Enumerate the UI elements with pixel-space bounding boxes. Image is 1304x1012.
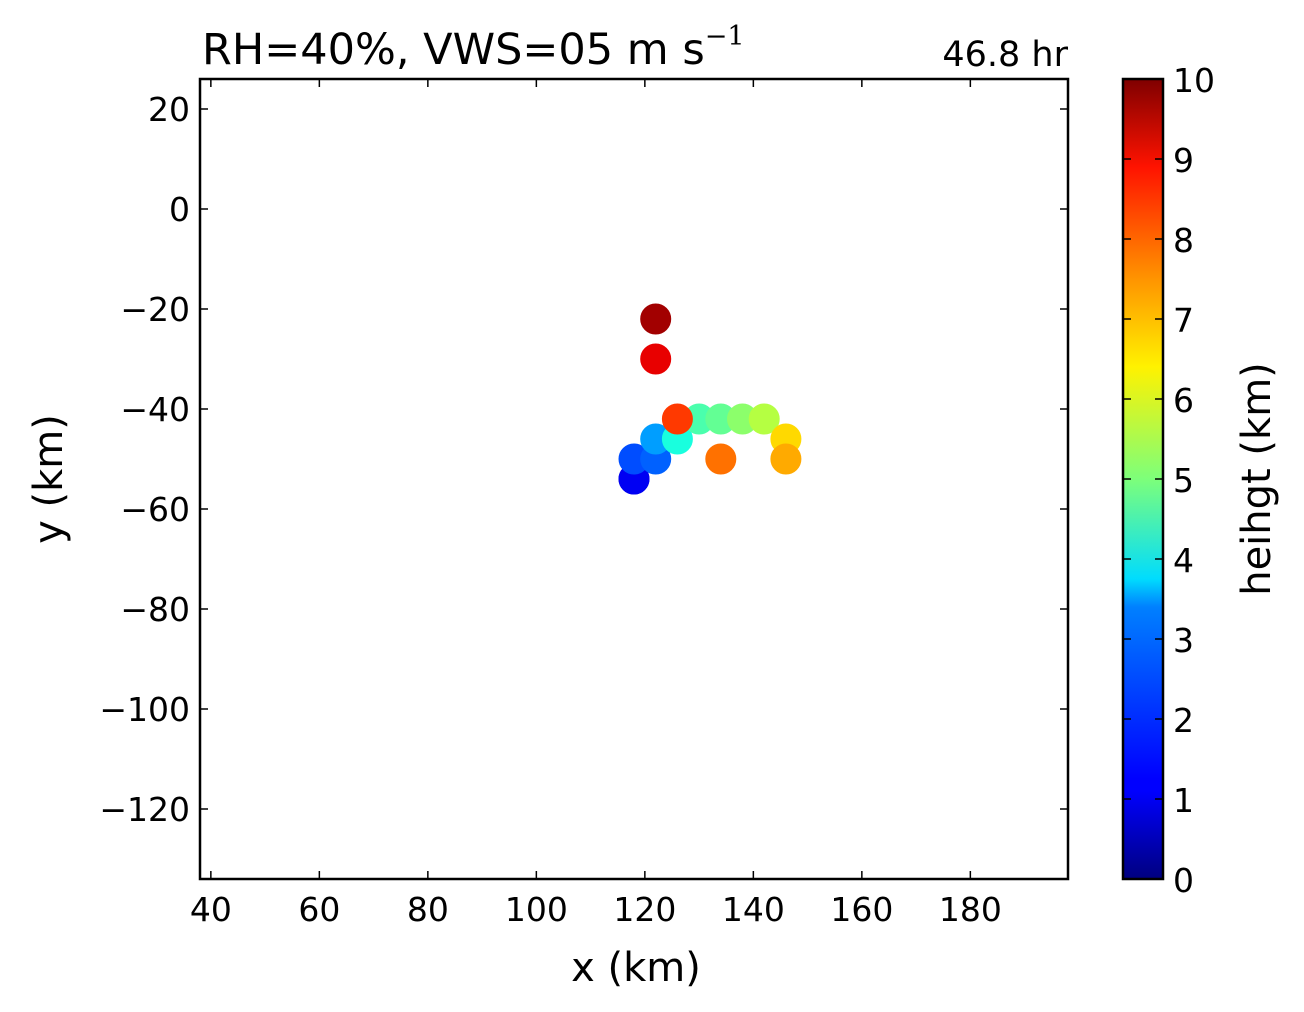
y-tick-label: −60 xyxy=(120,490,190,529)
colorbar-tick-label: 2 xyxy=(1173,701,1194,740)
colorbar-tick-label: 10 xyxy=(1173,61,1215,100)
colorbar-tick-label: 1 xyxy=(1173,781,1194,820)
y-tick-label: −40 xyxy=(120,390,190,429)
colorbar-tick-label: 3 xyxy=(1173,621,1194,660)
y-tick-label: −80 xyxy=(120,590,190,629)
x-tick-label: 40 xyxy=(190,890,232,929)
scatter-point xyxy=(640,303,672,335)
y-tick-label: −20 xyxy=(120,290,190,329)
scatter-point xyxy=(748,403,780,435)
y-axis-label: y (km) xyxy=(26,414,72,544)
chart-title-main: RH=40%, VWS=05 m s xyxy=(202,25,705,75)
colorbar-tick-label: 6 xyxy=(1173,381,1194,420)
x-tick-label: 60 xyxy=(298,890,340,929)
y-tick-label: 20 xyxy=(148,90,190,129)
plot-area-frame xyxy=(198,77,1070,881)
chart-title-exponent: −1 xyxy=(705,21,745,52)
x-tick-label: 100 xyxy=(505,890,568,929)
scatter-point xyxy=(661,403,693,435)
colorbar-ticks: 0 1 2 3 4 5 6 7 8 9 10 xyxy=(1123,61,1215,900)
colorbar-tick-label: 0 xyxy=(1173,861,1194,900)
y-axis-ticks: 20 0 −20 −40 −60 −80 −100 −120 xyxy=(99,90,1068,829)
colorbar-tick-label: 8 xyxy=(1173,221,1194,260)
chart-title: RH=40%, VWS=05 m s−1 xyxy=(202,21,745,75)
y-tick-label: −100 xyxy=(99,690,190,729)
colorbar-label: heihgt (km) xyxy=(1234,362,1280,596)
x-tick-label: 80 xyxy=(407,890,449,929)
x-axis-ticks: 40 60 80 100 120 140 160 180 xyxy=(190,79,1002,929)
y-tick-label: 0 xyxy=(169,190,190,229)
colorbar-tick-label: 7 xyxy=(1173,301,1194,340)
colorbar-tick-label: 4 xyxy=(1173,541,1194,580)
y-tick-label: −120 xyxy=(99,790,190,829)
colorbar-tick-label: 9 xyxy=(1173,141,1194,180)
x-tick-label: 160 xyxy=(830,890,893,929)
scatter-point xyxy=(705,443,737,475)
scatter-points xyxy=(618,303,802,495)
scatter-point xyxy=(640,343,672,375)
scatter-point xyxy=(770,443,802,475)
x-axis-label: x (km) xyxy=(571,945,701,991)
time-label: 46.8 hr xyxy=(942,35,1068,75)
x-tick-label: 180 xyxy=(939,890,1002,929)
colorbar-tick-label: 5 xyxy=(1173,461,1194,500)
x-tick-label: 140 xyxy=(722,890,785,929)
x-tick-label: 120 xyxy=(613,890,676,929)
